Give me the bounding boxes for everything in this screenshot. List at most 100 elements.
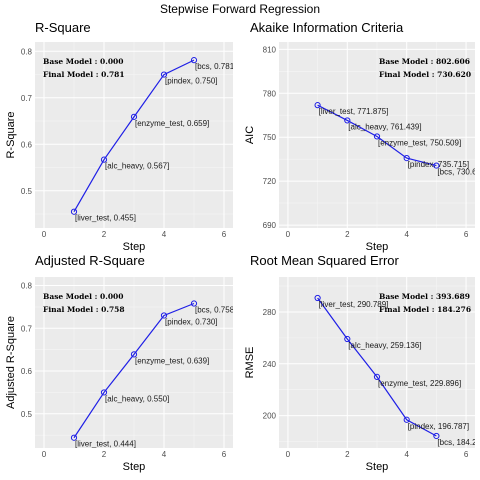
- final-model-summary: Final Model : 184.276: [379, 305, 471, 314]
- chart-panel-3: 0 2 4 6 0.5 0.6 0.7 0.8 Adjusted R-Square Step Adj…: [5, 253, 236, 473]
- series-line: [73, 302, 195, 439]
- figure-title: Stepwise Forward Regression: [160, 2, 320, 16]
- x-tick-label: 2: [102, 230, 107, 239]
- data-point: [433, 432, 440, 440]
- chart-title: Adjusted R-Square: [35, 253, 145, 268]
- final-model-summary: Final Model : 730.620: [379, 70, 471, 79]
- x-tick-label: 0: [42, 450, 47, 459]
- x-tick-label: 2: [345, 230, 350, 239]
- data-point: [344, 335, 351, 343]
- base-model-summary: Base Model : 802.606: [379, 57, 470, 66]
- summary-separator: :: [428, 57, 436, 66]
- data-point: [190, 300, 198, 307]
- data-point: [130, 113, 138, 120]
- data-point: [100, 156, 108, 163]
- base-model-summary: Base Model : 393.689: [379, 292, 470, 301]
- data-label: [enzyme_test, 750.509]: [378, 138, 461, 147]
- final-model-summary: Final Model : 0.781: [43, 70, 125, 79]
- summary-separator: :: [429, 70, 437, 79]
- y-tick-label: 750: [263, 133, 277, 142]
- final-model-label: Final Model: [379, 305, 429, 314]
- x-axis-title: Step: [366, 241, 389, 253]
- y-tick-label: 0.7: [21, 324, 33, 333]
- y-axis-title: Adjusted R-Square: [5, 316, 17, 409]
- x-axis-title: Step: [123, 241, 146, 253]
- y-tick-label: 720: [263, 177, 277, 186]
- chart-panel-1: 0 2 4 6 0.5 0.6 0.7 0.8 R-Square Step R-Square [liv…: [5, 20, 233, 253]
- x-tick-label: 4: [162, 230, 167, 239]
- base-model-value: 393.689: [436, 292, 470, 301]
- final-model-value: 0.758: [101, 305, 125, 314]
- x-tick-label: 6: [464, 230, 469, 239]
- data-point: [160, 71, 168, 78]
- chart-title: R-Square: [35, 20, 91, 35]
- data-point: [160, 312, 168, 319]
- summary-separator: :: [92, 57, 100, 66]
- y-tick-label: 0.5: [21, 187, 33, 196]
- series-line: [317, 104, 437, 167]
- data-label: [enzyme_test, 229.896]: [378, 379, 461, 388]
- data-point: [130, 351, 138, 358]
- data-point: [70, 208, 78, 215]
- data-label: [alc_heavy, 0.567]: [105, 162, 169, 171]
- final-model-value: 0.781: [101, 70, 125, 79]
- y-tick-label: 0.5: [21, 410, 33, 419]
- x-tick-label: 6: [222, 230, 227, 239]
- y-tick-label: 0.7: [21, 94, 33, 103]
- final-model-label: Final Model: [379, 70, 429, 79]
- base-model-label: Base Model: [379, 292, 428, 301]
- final-model-value: 184.276: [437, 305, 471, 314]
- y-tick-label: 280: [263, 308, 277, 317]
- summary-separator: :: [429, 305, 437, 314]
- summary-separator: :: [93, 70, 101, 79]
- y-tick-label: 780: [263, 89, 277, 98]
- summary-separator: :: [93, 305, 101, 314]
- x-tick-label: 2: [345, 450, 350, 459]
- y-axis-title: AIC: [244, 126, 256, 144]
- y-tick-label: 690: [263, 221, 277, 230]
- data-point: [100, 389, 108, 396]
- data-layer: [liver_test, 0.455] [alc_heavy, 0.567] [en…: [70, 57, 233, 223]
- data-label: [bcs, 184.276]: [437, 438, 480, 447]
- base-model-value: 0.000: [100, 57, 124, 66]
- data-label: [pindex, 196.787]: [408, 422, 469, 431]
- base-model-label: Base Model: [379, 57, 428, 66]
- x-tick-label: 0: [286, 230, 291, 239]
- data-point: [433, 162, 440, 169]
- data-label: [liver_test, 771.875]: [319, 107, 389, 116]
- y-tick-label: 0.8: [21, 47, 33, 56]
- data-point: [70, 434, 78, 441]
- data-label: [alc_heavy, 761.439]: [348, 122, 421, 131]
- y-axis-title: R-Square: [5, 111, 17, 158]
- data-label: [alc_heavy, 259.136]: [348, 341, 421, 350]
- x-tick-label: 0: [42, 230, 47, 239]
- data-label: [liver_test, 0.444]: [75, 440, 136, 449]
- y-axis-title: RMSE: [244, 347, 256, 379]
- data-layer: [liver_test, 0.444] [alc_heavy, 0.550] [en…: [70, 300, 236, 449]
- data-layer: [liver_test, 771.875] [alc_heavy, 761.439…: [314, 102, 475, 177]
- data-label: [alc_heavy, 0.550]: [105, 394, 169, 403]
- data-label: [bcs, 0.758]: [195, 306, 236, 315]
- data-point: [314, 294, 321, 302]
- data-point: [314, 102, 321, 109]
- y-tick-label: 240: [263, 360, 277, 369]
- data-label: [liver_test, 0.455]: [75, 214, 136, 223]
- data-label: [pindex, 0.750]: [165, 77, 217, 86]
- final-model-summary: Final Model : 0.758: [43, 305, 125, 314]
- y-tick-label: 0.8: [21, 282, 33, 291]
- chart-panel-2: 0 2 4 6 690 720 750 780 810 Akaike Information Cr…: [244, 20, 475, 253]
- base-model-label: Base Model: [43, 57, 92, 66]
- data-label: [pindex, 0.730]: [165, 317, 217, 326]
- data-label: [enzyme_test, 0.659]: [135, 119, 209, 128]
- final-model-label: Final Model: [43, 305, 93, 314]
- chart-panel-4: 0 2 4 6 200 240 280 Root Mean Squared Error Step…: [244, 253, 480, 473]
- x-tick-label: 6: [222, 450, 227, 459]
- x-tick-label: 4: [404, 450, 409, 459]
- data-point: [403, 416, 410, 423]
- chart-title: Root Mean Squared Error: [250, 253, 400, 268]
- base-model-value: 802.606: [436, 57, 470, 66]
- x-tick-label: 4: [162, 450, 167, 459]
- base-model-value: 0.000: [100, 292, 124, 301]
- chart-title: Akaike Information Criteria: [250, 20, 404, 35]
